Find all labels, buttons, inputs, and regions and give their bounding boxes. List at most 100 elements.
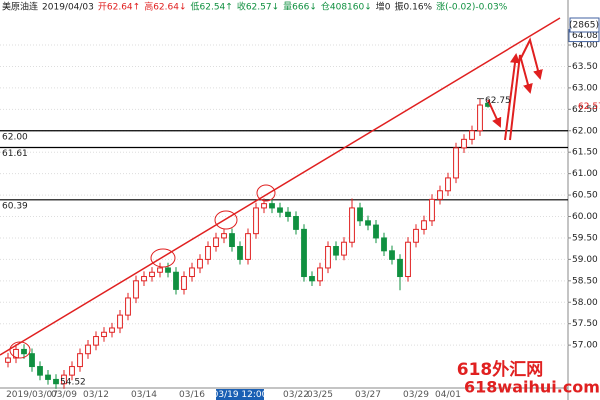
last-price: 62.57 — [578, 102, 600, 112]
candle-body — [165, 267, 171, 273]
candle-body — [77, 353, 83, 368]
arrow — [504, 53, 520, 141]
candle-body — [229, 233, 235, 248]
y-tick-label: 61.50 — [572, 148, 598, 158]
candle-body — [437, 190, 443, 200]
header-item: 2019/04/03 — [42, 3, 94, 13]
candle-body — [341, 241, 347, 256]
x-tick-label: 03/16 — [179, 390, 205, 400]
candle-body — [109, 327, 115, 333]
candle-body — [445, 177, 451, 192]
candle-body — [325, 246, 331, 269]
candle-body — [245, 233, 251, 260]
candle-body — [469, 130, 475, 140]
x-tick-label: 03/09 — [51, 390, 77, 400]
circle — [256, 184, 276, 202]
candle-body — [461, 138, 467, 149]
x-tick-label: 04/01 — [435, 390, 461, 400]
candle-body — [53, 378, 59, 385]
candle-body — [221, 233, 227, 239]
header-item: 振0.16% — [395, 1, 433, 13]
candle-body — [293, 216, 299, 230]
y-tick-label: 62.50 — [572, 105, 598, 115]
candle-body — [189, 267, 195, 278]
y-tick-label: 58.00 — [572, 298, 598, 308]
arrow — [487, 99, 502, 128]
watermark: 618waihui.com — [464, 378, 600, 397]
candle-body — [349, 207, 355, 243]
candle-body — [277, 207, 283, 213]
candle-body — [117, 314, 123, 329]
y-tick-label: 59.50 — [572, 233, 598, 243]
y-tick-label: 62.00 — [572, 126, 598, 136]
candle-body — [93, 336, 99, 346]
circle — [214, 210, 238, 230]
candle-body — [365, 220, 371, 226]
candle-body — [29, 353, 35, 368]
x-tick-label: 03/22 — [283, 390, 309, 400]
candle-body — [61, 374, 67, 385]
candle-body — [133, 280, 139, 299]
candle-body — [69, 366, 75, 376]
x-tick-label: 03/12 — [83, 390, 109, 400]
watermark: 618外汇网 — [457, 359, 544, 380]
candle-body — [477, 104, 483, 132]
x-tick-label: 03/27 — [355, 390, 381, 400]
candle-body — [173, 271, 179, 290]
candle-body — [101, 331, 107, 338]
x-tick-label: 03/19 12:00 — [213, 390, 268, 400]
candle-body — [301, 228, 307, 278]
y-tick-label: 64.00 — [572, 41, 598, 51]
header-item: 仓408160↓ — [321, 1, 372, 13]
level-label: 62.00 — [2, 132, 28, 142]
candle-body — [413, 228, 419, 243]
candle-body — [37, 366, 43, 376]
circle — [9, 341, 31, 359]
x-tick-label: 03/14 — [131, 390, 157, 400]
candle-body — [389, 250, 395, 260]
header-item: 收62.57↓ — [237, 1, 279, 13]
level-label: 61.61 — [2, 149, 28, 159]
candle-body — [397, 258, 403, 278]
y-tick-label: 63.00 — [572, 83, 598, 93]
candle-body — [85, 344, 91, 355]
x-tick-label: 03/29 — [403, 390, 429, 400]
candle-body — [405, 241, 411, 278]
y-tick-label: 59.00 — [572, 255, 598, 265]
level-label: 60.39 — [2, 201, 28, 211]
candle-body — [213, 237, 219, 248]
candle-body — [381, 237, 387, 252]
header-item: 涨(-0.02)-0.03% — [436, 2, 508, 13]
arrow — [509, 54, 533, 141]
candle-body — [237, 246, 243, 260]
candle-body — [269, 203, 275, 209]
candle-body — [205, 246, 211, 260]
candle-body — [157, 267, 163, 273]
candle-body — [197, 258, 203, 269]
candle-body — [453, 147, 459, 179]
y-tick-label: 61.00 — [572, 169, 598, 179]
header-item: 低62.54↑ — [191, 1, 233, 13]
y-tick-label: 58.50 — [572, 276, 598, 286]
header-item: 量666↓ — [283, 2, 317, 13]
candle-body — [309, 276, 315, 282]
count-label: (2865) — [569, 21, 599, 31]
candle-body — [21, 348, 27, 355]
trend-line — [0, 17, 561, 356]
y-tick-label: 57.00 — [572, 341, 598, 351]
cursor-price: 64.08 — [572, 31, 598, 41]
header-item: 增0 — [376, 1, 391, 13]
cursor-box — [216, 389, 264, 400]
header-item: 高62.64↓ — [144, 1, 186, 13]
x-tick-label: 03/25 — [307, 390, 333, 400]
y-tick-label: 63.50 — [572, 62, 598, 72]
peak-label: 62.75 — [485, 96, 511, 106]
candle-body — [13, 348, 19, 359]
candle-body — [45, 374, 51, 380]
header-item: 开62.64↑ — [98, 2, 140, 13]
candle-body — [149, 271, 155, 278]
candle-body — [253, 207, 259, 235]
candle-body — [125, 297, 131, 316]
candle-body — [373, 224, 379, 239]
y-tick-label: 60.00 — [572, 212, 598, 222]
